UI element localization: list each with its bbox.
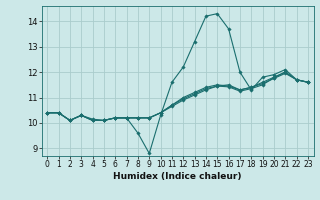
X-axis label: Humidex (Indice chaleur): Humidex (Indice chaleur) — [113, 172, 242, 181]
